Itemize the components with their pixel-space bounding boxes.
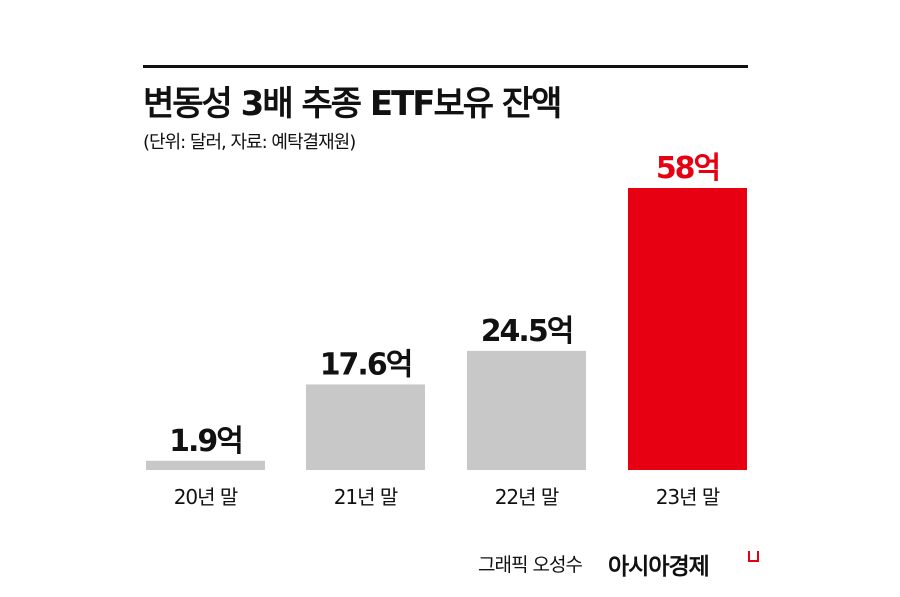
- brand-logo: 아시아경제: [608, 554, 710, 580]
- data-label: 1.9억: [169, 424, 242, 459]
- data-label: 17.6억: [320, 347, 412, 382]
- graphic-credit: 그래픽 오성수: [478, 554, 583, 576]
- brand-mark-icon: [748, 551, 759, 562]
- chart-title: 변동성 3배 추종 ETF보유 잔액: [143, 84, 562, 124]
- title-rule: [143, 65, 748, 68]
- bar-1: [306, 384, 425, 470]
- category-label: 21년 말: [334, 485, 398, 509]
- category-label: 20년 말: [174, 485, 238, 509]
- chart-subtitle: (단위: 달러, 자료: 예탁결재원): [143, 132, 356, 153]
- bar-0: [146, 460, 265, 470]
- bar-3: [628, 188, 747, 470]
- bar-2: [467, 350, 586, 470]
- category-label: 22년 말: [495, 485, 559, 509]
- category-label: 23년 말: [656, 485, 720, 509]
- data-label: 58억: [656, 151, 719, 186]
- data-label: 24.5억: [481, 314, 573, 349]
